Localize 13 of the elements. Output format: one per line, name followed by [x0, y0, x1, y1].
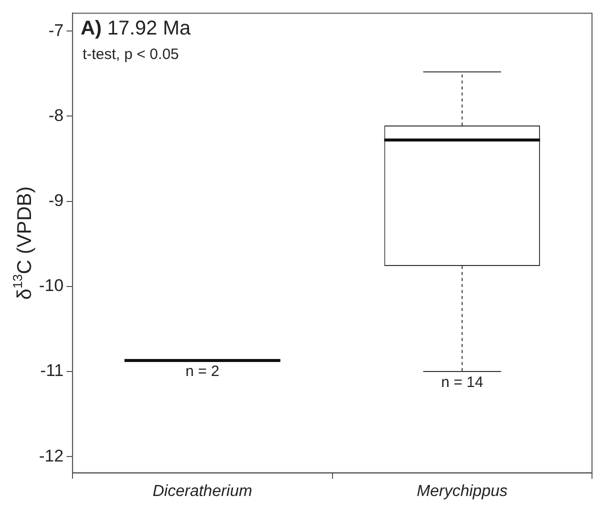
annotation: t-test, p < 0.05	[82, 46, 179, 63]
y-tick-label: -7	[48, 20, 64, 40]
y-tick-label: -11	[40, 361, 64, 380]
x-tick-label: Diceratherium	[152, 482, 252, 500]
annotation: n = 14	[441, 374, 484, 392]
y-tick-label: -9	[48, 190, 64, 210]
y-tick-label: -8	[48, 106, 64, 125]
x-tick-label: Merychippus	[416, 482, 508, 500]
y-tick-label: -12	[38, 446, 64, 466]
chart-title: A) 17.92 Ma	[80, 18, 192, 40]
y-axis-title: δ13C (VPDB)	[10, 186, 36, 300]
y-tick-label: -10	[38, 276, 64, 296]
annotation: n = 2	[186, 363, 220, 380]
